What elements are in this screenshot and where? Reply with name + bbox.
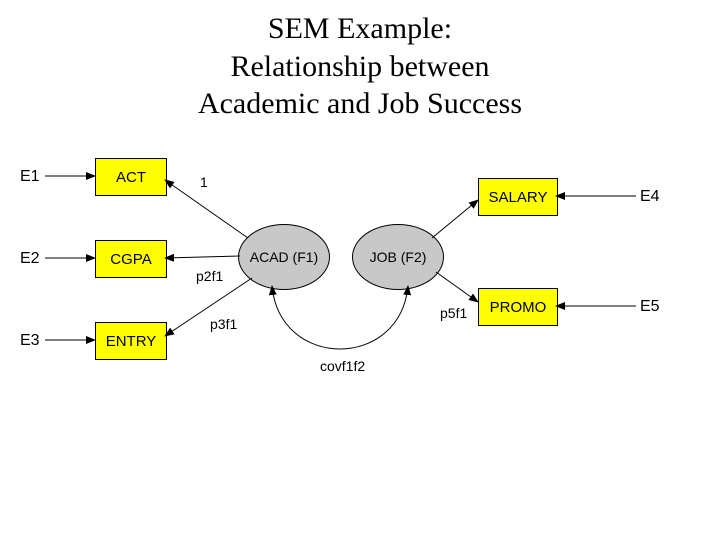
cov-curve [272,286,408,349]
error-label-e3: E3 [20,332,40,350]
title-line-3: Academic and Job Success [198,87,522,120]
error-label-e2: E2 [20,250,40,268]
sem-diagram: E1 E2 E3 E4 E5 ACT CGPA ENTRY SALARY PRO… [0,150,720,410]
error-label-e5: E5 [640,298,660,316]
title-line-1: SEM Example: [268,12,452,45]
error-label-e1: E1 [20,168,40,186]
path-label-p3f1: p3f1 [210,316,237,332]
arrow-f2-promo [436,272,478,302]
latent-acad: ACAD (F1) [238,224,330,290]
observed-box-cgpa: CGPA [95,240,167,278]
observed-box-promo: PROMO [478,288,558,326]
path-label-p2f1: p2f1 [196,268,223,284]
path-label-1: 1 [200,174,208,190]
path-label-cov: covf1f2 [320,358,365,374]
path-label-p5f1: p5f1 [440,305,467,321]
observed-box-salary: SALARY [478,178,558,216]
observed-box-entry: ENTRY [95,322,167,360]
error-label-e4: E4 [640,188,660,206]
arrow-f1-cgpa [165,256,240,258]
observed-box-act: ACT [95,158,167,196]
page-title: SEM Example: Relationship between Academ… [0,10,720,123]
arrow-f2-salary [432,200,478,238]
title-line-2: Relationship between [230,50,489,83]
latent-job: JOB (F2) [352,224,444,290]
arrow-f1-entry [165,278,252,336]
